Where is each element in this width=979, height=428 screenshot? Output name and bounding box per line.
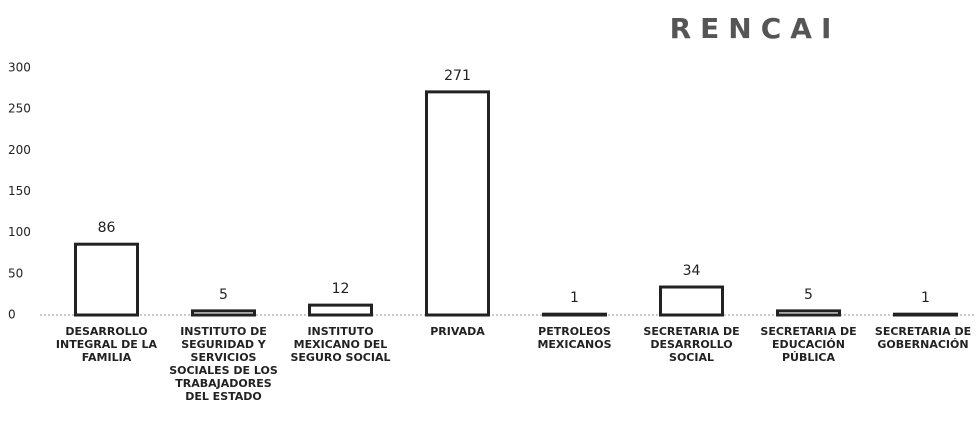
- bar: [74, 242, 139, 317]
- data-label: 5: [219, 287, 228, 303]
- x-tick-label: PETROLEOS MEXICANOS: [537, 325, 612, 351]
- y-tick-label: 0: [8, 308, 16, 322]
- x-tick-label: SECRETARIA DE DESARROLLO SOCIAL: [643, 325, 740, 364]
- bar: [308, 303, 373, 317]
- bar: [893, 312, 958, 317]
- x-tick-label: INSTITUTO DE SEGURIDAD Y SERVICIOS SOCIA…: [169, 325, 278, 403]
- bar: [776, 309, 841, 317]
- bar: [425, 90, 490, 317]
- data-label: 12: [332, 281, 350, 297]
- chart-title: RENCAI: [670, 12, 841, 45]
- y-tick-label: 200: [8, 143, 31, 157]
- x-tick-label: SECRETARIA DE EDUCACIÓN PÚBLICA: [760, 325, 857, 364]
- data-label: 86: [98, 220, 116, 236]
- data-label: 1: [570, 290, 579, 306]
- y-tick-label: 300: [8, 61, 31, 75]
- y-tick-label: 250: [8, 102, 31, 116]
- data-label: 271: [444, 68, 471, 84]
- y-tick-label: 100: [8, 225, 31, 239]
- x-tick-label: INSTITUTO MEXICANO DEL SEGURO SOCIAL: [290, 325, 391, 364]
- data-label: 1: [921, 290, 930, 306]
- x-tick-label: PRIVADA: [430, 325, 485, 338]
- x-tick-label: DESARROLLO INTEGRAL DE LA FAMILIA: [55, 325, 158, 364]
- bar: [191, 309, 256, 317]
- bar: [659, 285, 724, 317]
- bar: [542, 312, 607, 317]
- y-tick-label: 150: [8, 184, 31, 198]
- y-tick-label: 50: [8, 266, 23, 280]
- data-label: 5: [804, 287, 813, 303]
- data-label: 34: [683, 263, 701, 279]
- x-tick-label: SECRETARIA DE GOBERNACIÓN: [874, 325, 972, 351]
